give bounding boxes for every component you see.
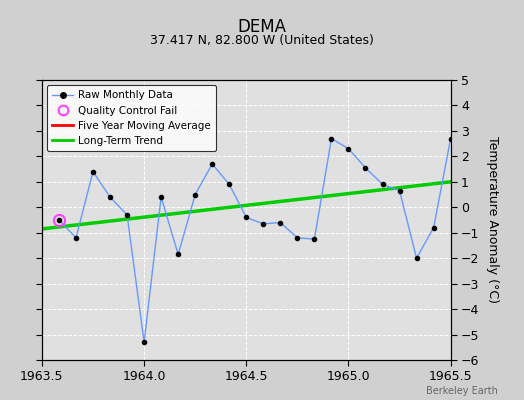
Legend: Raw Monthly Data, Quality Control Fail, Five Year Moving Average, Long-Term Tren: Raw Monthly Data, Quality Control Fail, … (47, 85, 216, 151)
Text: Berkeley Earth: Berkeley Earth (426, 386, 498, 396)
Text: DEMA: DEMA (237, 18, 287, 36)
Y-axis label: Temperature Anomaly (°C): Temperature Anomaly (°C) (486, 136, 499, 304)
Text: 37.417 N, 82.800 W (United States): 37.417 N, 82.800 W (United States) (150, 34, 374, 47)
